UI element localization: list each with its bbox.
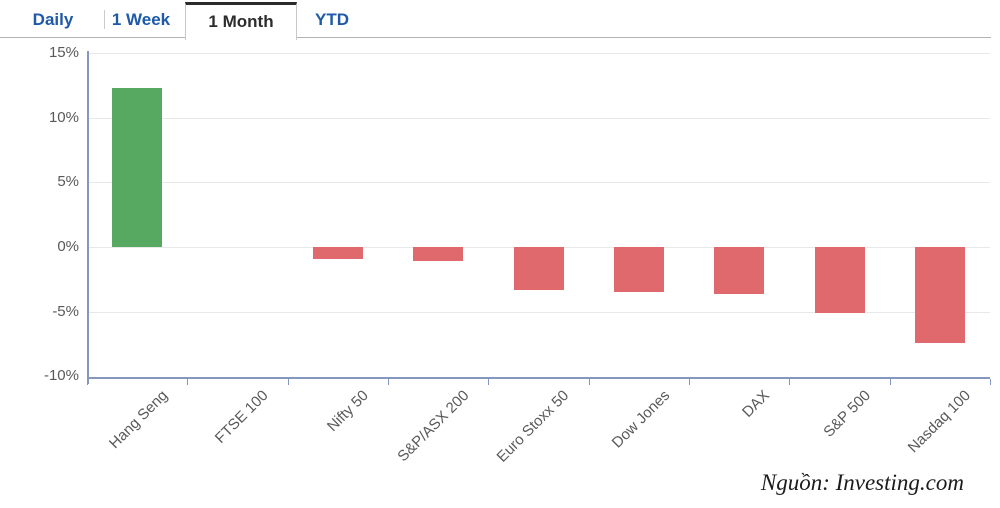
x-category-label: Nifty 50 xyxy=(323,387,372,435)
x-category-label: S&P 500 xyxy=(819,387,874,441)
x-axis-tick xyxy=(388,379,389,385)
y-tick-label: -5% xyxy=(52,302,79,320)
x-axis-tick xyxy=(287,379,289,385)
tab-1-week[interactable]: 1 Week xyxy=(111,10,171,29)
y-axis-line xyxy=(87,51,89,384)
tab-separator xyxy=(104,10,105,29)
source-caption: Nguồn: Investing.com xyxy=(760,470,964,495)
x-category-label: Euro Stoxx 50 xyxy=(493,387,573,466)
bar-nifty-50 xyxy=(312,247,363,259)
x-axis-tick xyxy=(889,379,891,385)
x-axis-tick xyxy=(87,379,88,385)
bar-s-p-asx-200 xyxy=(413,247,464,262)
x-category-label: Hang Seng xyxy=(106,387,172,453)
x-category-label: FTSE 100 xyxy=(211,387,272,447)
x-axis-tick xyxy=(789,379,791,385)
x-axis-tick xyxy=(187,379,189,385)
x-axis-tick xyxy=(488,379,490,385)
y-tick-label: 10% xyxy=(48,108,79,126)
x-axis-line xyxy=(87,377,990,379)
x-axis-tick xyxy=(689,379,690,385)
x-category-label: Nasdaq 100 xyxy=(904,387,974,457)
y-tick-label: 0% xyxy=(57,238,79,255)
bar-nasdaq-100 xyxy=(914,247,965,343)
y-tick-label: 5% xyxy=(57,173,79,191)
y-tick-label: -10% xyxy=(43,367,79,385)
tabbar-divider xyxy=(0,37,991,38)
bar-hang-seng xyxy=(112,87,163,247)
y-gridline xyxy=(88,117,990,119)
y-gridline xyxy=(88,53,990,54)
y-tick-label: 15% xyxy=(48,44,79,61)
bar-euro-stoxx-50 xyxy=(513,247,564,290)
period-tabbar: Daily 1 Week 1 Month YTD xyxy=(0,0,1000,40)
x-category-label: Dow Jones xyxy=(608,387,673,452)
x-category-label: S&P/ASX 200 xyxy=(394,387,473,466)
bar-s-p-500 xyxy=(814,247,865,313)
y-gridline xyxy=(88,182,990,184)
x-category-label: DAX xyxy=(739,387,774,421)
x-axis-tick xyxy=(990,379,991,385)
tab-ytd[interactable]: YTD xyxy=(315,10,349,29)
y-gridline xyxy=(88,311,990,313)
bar-dow-jones xyxy=(613,247,664,293)
x-axis-tick xyxy=(588,379,590,385)
tab-daily[interactable]: Daily xyxy=(32,10,74,29)
tab-1-month[interactable]: 1 Month xyxy=(185,2,297,40)
bar-dax xyxy=(714,247,765,294)
